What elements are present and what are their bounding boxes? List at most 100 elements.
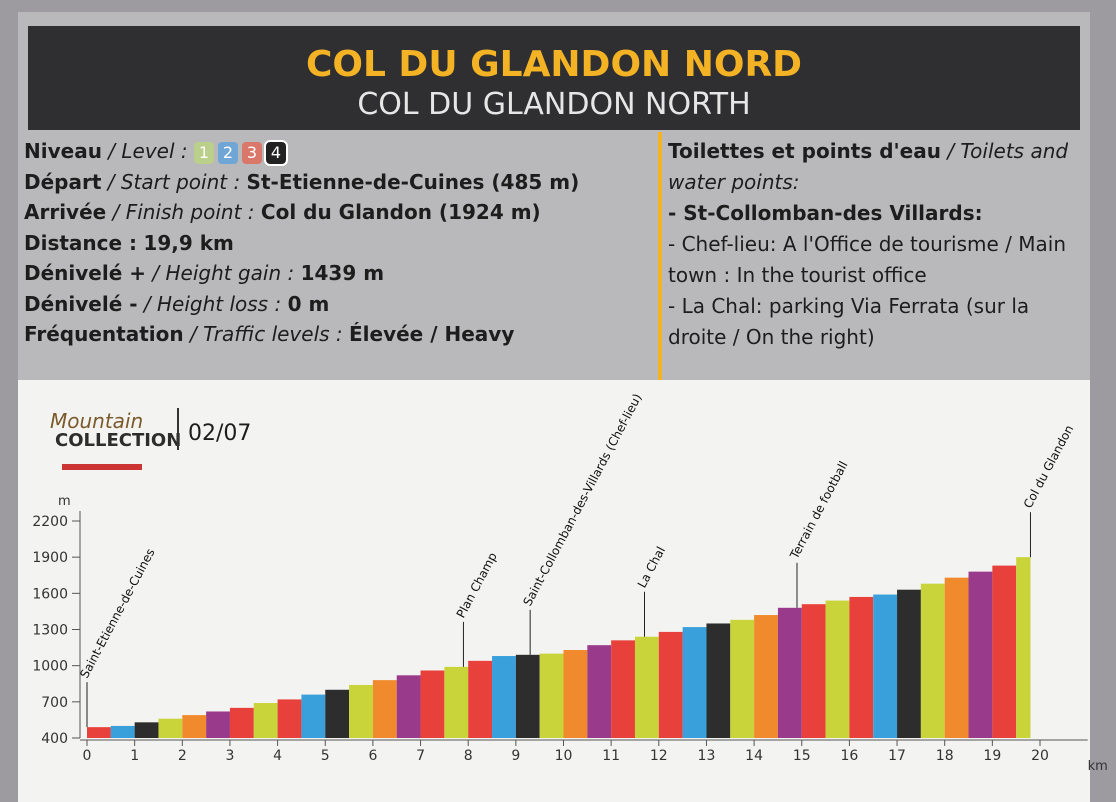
y-tick-label: 1000 bbox=[32, 659, 68, 675]
profile-bar bbox=[110, 725, 135, 738]
info-row: Arrivée / Finish point : Col du Glandon … bbox=[24, 197, 654, 228]
value: 19,9 km bbox=[143, 230, 234, 255]
profile-bar bbox=[468, 660, 493, 738]
profile-bar bbox=[492, 656, 516, 738]
x-tick-label: 1 bbox=[130, 748, 139, 764]
x-tick-label: 17 bbox=[888, 748, 906, 764]
y-tick-label: 400 bbox=[41, 731, 68, 747]
y-tick-label: 700 bbox=[41, 695, 68, 711]
profile-bar bbox=[229, 707, 254, 738]
info-row: Dénivelé + / Height gain : 1439 m bbox=[24, 258, 654, 289]
x-axis-label: km bbox=[1088, 759, 1108, 774]
x-tick-label: 5 bbox=[321, 748, 330, 764]
profile-bar bbox=[849, 596, 874, 738]
item: - La Chal: parking Via Ferrata (sur la d… bbox=[668, 294, 1030, 349]
level-badge: 3 bbox=[242, 142, 262, 164]
title: COL DU GLANDON NORD bbox=[305, 44, 803, 85]
value: 1439 m bbox=[300, 261, 385, 285]
title-en: / Toilets and water points: bbox=[668, 139, 1069, 194]
x-tick-label: 15 bbox=[793, 748, 811, 764]
label: Distance : bbox=[24, 230, 138, 255]
profile-bar bbox=[253, 703, 278, 738]
profile-bar bbox=[873, 594, 898, 738]
profile-bar bbox=[801, 604, 826, 738]
level-badge: 1 bbox=[194, 142, 214, 164]
profile-bar bbox=[372, 680, 397, 738]
logo-script: Mountain bbox=[50, 409, 143, 433]
chart: Mountain COLLECTION 02/07 400 700 1000 1300… bbox=[18, 380, 1108, 802]
logo-name: COLLECTION bbox=[55, 430, 181, 451]
profile-bar bbox=[444, 666, 469, 738]
label-en: / Finish point : bbox=[112, 200, 255, 224]
x-tick-label: 3 bbox=[225, 748, 234, 764]
toilets: Toilettes et points d'eau / Toilets and … bbox=[668, 136, 1078, 353]
profile-bar bbox=[182, 715, 207, 738]
x-tick-label: 13 bbox=[698, 748, 716, 764]
profile-bar bbox=[325, 689, 350, 738]
label-en: / Traffic levels : bbox=[189, 322, 343, 346]
x-tick-label: 6 bbox=[368, 748, 377, 764]
profile-bar bbox=[1016, 557, 1031, 738]
profile-bar bbox=[658, 631, 683, 738]
profile-bar bbox=[825, 600, 850, 738]
profile-bar bbox=[539, 653, 564, 738]
x-tick-label: 7 bbox=[416, 748, 425, 764]
profile-bar bbox=[777, 607, 802, 738]
x-tick-label: 12 bbox=[650, 748, 668, 764]
x-tick-label: 4 bbox=[273, 748, 282, 764]
profile-bar bbox=[301, 694, 326, 738]
profile-bar bbox=[563, 649, 588, 738]
item: - Chef-lieu: A l'Office de tourisme / Ma… bbox=[668, 232, 1066, 287]
label: Fréquentation bbox=[24, 322, 184, 346]
info-row: Distance : 19,9 km bbox=[24, 228, 654, 259]
profile-bar bbox=[611, 640, 635, 738]
value: St-Etienne-de-Cuines (485 m) bbox=[246, 169, 580, 194]
logo-number: 02/07 bbox=[188, 421, 251, 446]
label: Niveau bbox=[24, 139, 102, 163]
subtitle: COL DU GLANDON NORTH bbox=[357, 87, 751, 122]
x-tick-label: 10 bbox=[555, 748, 573, 764]
profile-bar bbox=[206, 711, 230, 738]
profile-bar bbox=[277, 699, 302, 738]
x-tick-label: 8 bbox=[464, 748, 473, 764]
y-tick-label: 1900 bbox=[32, 550, 68, 566]
profile-bar bbox=[587, 645, 612, 738]
place: - St-Collomban-des Villards: bbox=[668, 201, 983, 225]
value: Élevée / Heavy bbox=[349, 322, 515, 346]
divider bbox=[658, 132, 662, 380]
profile-bar bbox=[968, 571, 993, 738]
profile-bar bbox=[420, 670, 445, 738]
info-row: Départ / Start point : St-Etienne-de-Cui… bbox=[24, 167, 654, 198]
items: - Chef-lieu: A l'Office de tourisme / Ma… bbox=[668, 229, 1078, 353]
y-tick-label: 1600 bbox=[32, 586, 68, 602]
info-row: Fréquentation / Traffic levels : Élevée … bbox=[24, 319, 654, 350]
profile-bar bbox=[349, 684, 373, 738]
level-badge: 4 bbox=[264, 140, 288, 166]
profile-bar bbox=[730, 619, 755, 738]
x-tick-label: 0 bbox=[83, 748, 92, 764]
title: Toilettes et points d'eau bbox=[668, 139, 941, 163]
profile-bar bbox=[706, 623, 731, 738]
x-tick-label: 9 bbox=[511, 748, 520, 764]
label: Départ bbox=[24, 169, 102, 194]
label-en: / Start point : bbox=[107, 169, 241, 194]
label-en: / Height gain : bbox=[152, 261, 295, 285]
label: Dénivelé - bbox=[24, 291, 138, 316]
profile-bar bbox=[754, 615, 778, 738]
x-tick-label: 2 bbox=[178, 748, 187, 764]
info-row: Dénivelé - / Height loss : 0 m bbox=[24, 289, 654, 320]
x-tick-label: 16 bbox=[840, 748, 858, 764]
y-tick-label: 1300 bbox=[32, 623, 68, 639]
profile-bar bbox=[158, 718, 183, 738]
profile-bar bbox=[944, 577, 969, 738]
x-tick-label: 18 bbox=[936, 748, 954, 764]
x-tick-label: 19 bbox=[983, 748, 1001, 764]
label-en: / Level : bbox=[108, 139, 188, 163]
level-badge: 2 bbox=[218, 142, 238, 164]
label: Arrivée bbox=[24, 200, 107, 224]
x-tick-label: 11 bbox=[602, 748, 620, 764]
